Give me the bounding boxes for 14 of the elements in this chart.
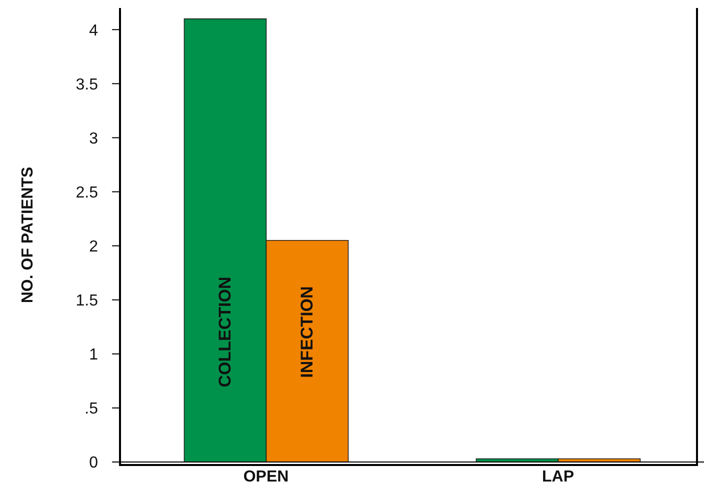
y-tick-label: 2 [89, 238, 98, 256]
y-tick-label: 3 [89, 130, 98, 148]
x-tick-label: OPEN [243, 468, 289, 486]
x-tick-label: LAP [542, 468, 574, 486]
y-tick-label: 1 [89, 346, 98, 364]
series-label: INFECTION [298, 286, 317, 378]
y-tick-label: 4 [89, 22, 98, 40]
y-tick-label: .5 [84, 400, 98, 418]
series-label: COLLECTION [216, 276, 235, 388]
y-tick-label: 0 [89, 454, 98, 472]
y-tick-label: 3.5 [76, 76, 98, 94]
y-tick-label: 1.5 [76, 292, 98, 310]
y-axis-title: NO. OF PATIENTS [20, 166, 37, 304]
y-tick-label: 2.5 [76, 184, 98, 202]
